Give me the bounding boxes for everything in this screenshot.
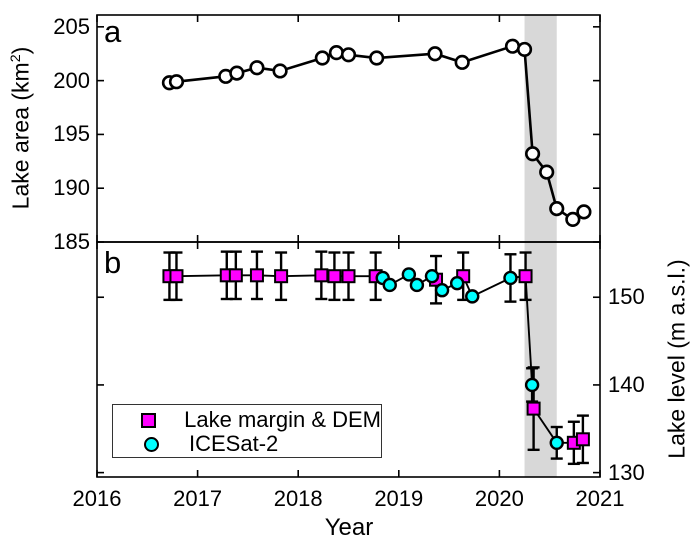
lake-area-point xyxy=(576,204,592,220)
legend-item-icesat2: ICESat-2 xyxy=(113,432,381,456)
icesat2-point xyxy=(424,268,440,284)
circle-marker-icon xyxy=(143,436,159,452)
x-tick-label: 2016 xyxy=(72,486,122,511)
panel-b-border xyxy=(96,241,601,478)
y-axis-label-lake-level: Lake level (m a.s.l.) xyxy=(663,259,690,459)
y-tick-label-area: 190 xyxy=(53,175,90,201)
icesat2-point xyxy=(524,377,540,393)
x-tick-label: 2018 xyxy=(273,486,323,511)
icesat2-point xyxy=(465,289,480,304)
y-tick-label-level: 150 xyxy=(608,284,645,310)
dem-point xyxy=(169,269,184,284)
lake-area-point xyxy=(516,41,533,58)
dem-point xyxy=(274,269,289,284)
legend-label: Lake margin & DEM xyxy=(184,407,381,432)
dem-point xyxy=(518,269,533,284)
dem-point xyxy=(327,269,342,284)
icesat2-point xyxy=(401,267,417,282)
lake-area-point xyxy=(454,54,470,70)
y-tick-label-area: 205 xyxy=(53,13,90,39)
legend-label: ICESat-2 xyxy=(189,431,279,456)
square-marker-icon xyxy=(141,412,157,428)
icesat2-point xyxy=(409,277,425,293)
y-tick-label-area: 195 xyxy=(53,121,90,147)
legend-item-lake-margin-dem: Lake margin & DEM xyxy=(113,408,381,432)
dem-point xyxy=(526,401,541,416)
lake-area-point xyxy=(427,46,443,62)
dem-point xyxy=(314,268,329,283)
y-axis-label-lake-area: Lake area (km2) xyxy=(8,47,35,210)
icesat2-point xyxy=(549,435,564,451)
lake-area-point xyxy=(565,211,581,228)
icesat2-point xyxy=(382,277,397,293)
ylabel-a-post: ) xyxy=(7,46,34,55)
dem-point xyxy=(228,268,243,283)
lake-area-point xyxy=(328,45,345,61)
y-tick-label-area: 200 xyxy=(53,67,90,93)
lake-area-point xyxy=(249,60,265,76)
x-tick-label: 2017 xyxy=(173,486,223,511)
lake-area-point xyxy=(524,146,541,162)
lake-area-point xyxy=(369,50,385,66)
icesat2-point xyxy=(434,283,450,298)
lake-area-point xyxy=(539,164,555,180)
panel-a-letter: a xyxy=(104,14,122,49)
dem-point xyxy=(575,432,590,447)
ylabel-a-pre: Lake area (km xyxy=(7,62,34,210)
lake-area-point xyxy=(168,74,185,90)
icesat2-point xyxy=(449,276,465,291)
x-axis-label-year: Year xyxy=(324,514,374,541)
dem-point xyxy=(249,268,264,283)
x-tick-label: 2021 xyxy=(575,486,625,511)
lake-area-point xyxy=(549,201,565,217)
legend-marker-column xyxy=(133,436,169,452)
lake-area-point xyxy=(314,50,330,66)
icesat2-point xyxy=(503,270,518,286)
dem-point xyxy=(341,269,356,284)
lake-area-point xyxy=(229,65,245,81)
y-tick-label-level: 140 xyxy=(608,371,645,397)
legend-marker-column xyxy=(133,412,164,428)
x-tick-label: 2019 xyxy=(374,486,424,511)
lake-area-point xyxy=(272,63,288,79)
panel-b-letter: b xyxy=(104,245,122,280)
legend-box: Lake margin & DEM ICESat-2 xyxy=(112,404,382,458)
y-tick-label-area: 185 xyxy=(53,229,90,254)
lake-area-point xyxy=(340,47,357,63)
y-tick-label-level: 130 xyxy=(608,459,645,485)
ylabel-a-sup: 2 xyxy=(7,54,24,63)
x-tick-label: 2020 xyxy=(474,486,524,511)
lake-area-point xyxy=(504,38,521,54)
